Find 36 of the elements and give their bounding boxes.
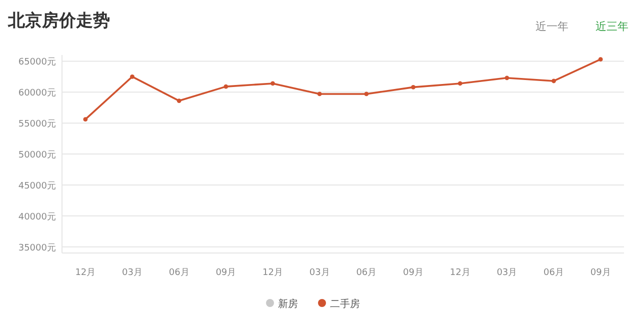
point <box>458 81 462 86</box>
x-tick-label: 12月 <box>450 268 470 278</box>
text: 近一年 <box>536 20 568 33</box>
legend-label: 新房 <box>278 298 298 310</box>
point <box>504 76 510 80</box>
x-tick-label: 03月 <box>309 268 330 278</box>
x-tick-label: 12月 <box>262 268 283 278</box>
y-tick-label: 65000元 <box>18 56 56 68</box>
x-tick-label: 06月 <box>544 268 564 278</box>
y-tick-label: 60000元 <box>18 88 56 99</box>
chart-title: 北京房价走势 <box>7 11 110 31</box>
text: 近三年 <box>596 20 628 33</box>
x-tick-label: 12月 <box>75 268 96 278</box>
x-tick-label: 09月 <box>216 268 236 278</box>
x-tick-label: 06月 <box>356 268 377 278</box>
point <box>364 92 369 96</box>
y-tick-label: 45000元 <box>18 180 56 192</box>
point <box>598 57 603 62</box>
point <box>270 81 275 86</box>
x-tick-label: 06月 <box>168 268 190 278</box>
point <box>411 84 416 90</box>
x-tick-label: 03月 <box>122 268 142 278</box>
y-tick-label: 35000元 <box>18 242 56 254</box>
x-tick-label: 09月 <box>403 268 424 278</box>
y-tick-label: 40000元 <box>18 211 56 222</box>
point <box>224 84 228 89</box>
point <box>130 74 134 79</box>
x-tick-label: 03月 <box>496 268 518 278</box>
point <box>552 78 556 84</box>
legend-label: 二手房 <box>330 298 360 310</box>
point <box>176 98 182 103</box>
point <box>83 117 88 122</box>
point <box>317 92 322 96</box>
x-tick-label: 09月 <box>590 268 611 278</box>
y-tick-label: 55000元 <box>18 118 56 130</box>
y-tick-label: 50000元 <box>18 150 56 160</box>
